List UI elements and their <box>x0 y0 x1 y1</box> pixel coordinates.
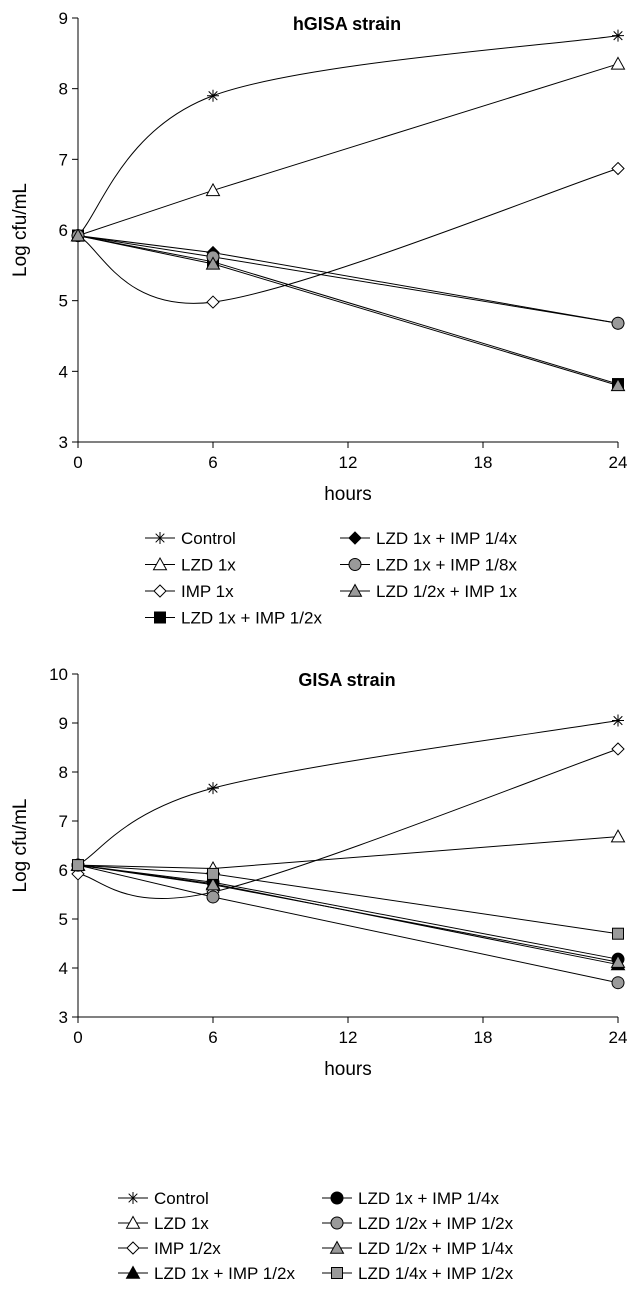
y-tick-label: 6 <box>59 221 68 240</box>
legend-marker <box>330 1216 344 1230</box>
data-point <box>612 714 624 727</box>
x-tick-label: 18 <box>474 1028 493 1047</box>
x-tick-label: 6 <box>208 1028 217 1047</box>
legend-marker <box>125 1215 141 1229</box>
series-line <box>77 720 619 866</box>
data-point <box>610 954 626 968</box>
legend-label: LZD 1/4x + IMP 1/2x <box>358 1264 514 1283</box>
series-line <box>77 168 619 304</box>
legend-marker <box>152 556 168 571</box>
chart-2: 3 4 5 6 7 8 9 10 0 6 12 18 24 GISA strain hours Log cfu… <box>10 665 627 1283</box>
legend-label: LZD 1x <box>154 1214 209 1233</box>
data-point <box>610 56 626 70</box>
y-tick-label: 8 <box>59 763 68 782</box>
y-axis-label: Log cfu/mL <box>10 799 31 893</box>
data-point <box>207 89 219 102</box>
legend-label: Control <box>154 1189 209 1208</box>
data-point <box>206 890 220 904</box>
y-tick-label: 9 <box>59 9 68 28</box>
series-line <box>77 235 619 386</box>
y-tick-label: 4 <box>59 959 68 978</box>
data-point <box>70 228 86 242</box>
data-point <box>610 377 626 392</box>
x-tick-label: 0 <box>73 453 82 472</box>
x-tick-label: 12 <box>339 453 358 472</box>
legend-label: LZD 1x + IMP 1/2x <box>181 609 322 628</box>
y-tick-label: 8 <box>59 80 68 99</box>
legend-marker <box>154 611 166 624</box>
y-tick-label: 5 <box>59 292 68 311</box>
y-tick-label: 10 <box>49 665 68 684</box>
legend-label: LZD 1/2x + IMP 1/2x <box>358 1214 514 1233</box>
x-tick-label: 12 <box>339 1028 358 1047</box>
data-point <box>611 742 625 756</box>
legend-label: LZD 1x + IMP 1/4x <box>376 529 517 548</box>
y-tick-label: 5 <box>59 910 68 929</box>
x-axis-label: hours <box>324 1059 372 1080</box>
legend-label: Control <box>181 529 236 548</box>
y-axis-label: Log cfu/mL <box>10 183 31 277</box>
series-line <box>77 864 619 963</box>
y-tick-label: 7 <box>59 150 68 169</box>
data-point <box>205 182 221 197</box>
legend-marker <box>331 1267 343 1279</box>
legend-marker <box>154 532 166 544</box>
legend-marker <box>347 583 363 597</box>
chart-title: hGISA strain <box>293 14 401 34</box>
data-point <box>207 782 219 795</box>
series-line <box>77 748 619 900</box>
series-line <box>77 235 619 324</box>
series-line <box>77 864 619 984</box>
x-tick-label: 18 <box>474 453 493 472</box>
data-point <box>206 295 220 309</box>
series-line <box>77 836 619 870</box>
x-axis-label: hours <box>324 484 372 505</box>
series-line <box>77 864 619 966</box>
data-point <box>612 29 624 42</box>
y-tick-label: 6 <box>59 861 68 880</box>
legend-marker <box>126 1241 140 1255</box>
legend-label: LZD 1x + IMP 1/2x <box>154 1264 295 1283</box>
legend-label: LZD 1x + IMP 1/8x <box>376 556 517 575</box>
x-tick-label: 24 <box>609 453 628 472</box>
x-tick-label: 6 <box>208 453 217 472</box>
y-tick-label: 3 <box>59 433 68 452</box>
chart-1: 3 4 5 6 7 8 9 0 6 12 18 24 hGISA strain hours Log cfu/… <box>10 9 627 628</box>
legend-marker <box>348 531 362 545</box>
legend-marker <box>125 1265 141 1279</box>
legend-marker <box>348 558 362 571</box>
legend-marker <box>329 1240 345 1254</box>
series-line <box>77 864 619 960</box>
data-point <box>207 867 219 880</box>
legend-label: IMP 1x <box>181 582 234 601</box>
data-point <box>611 161 625 176</box>
y-tick-label: 7 <box>59 812 68 831</box>
data-point <box>72 859 84 872</box>
y-tick-label: 4 <box>59 362 68 381</box>
legend-marker <box>153 584 167 598</box>
x-tick-label: 24 <box>609 1028 628 1047</box>
x-tick-label: 0 <box>73 1028 82 1047</box>
legend-label: LZD 1/2x + IMP 1x <box>376 582 517 601</box>
series-line <box>77 35 619 236</box>
legend-label: LZD 1x + IMP 1/4x <box>358 1189 499 1208</box>
data-point <box>611 976 625 990</box>
data-point <box>205 877 221 891</box>
legend-marker <box>330 1191 344 1205</box>
data-point <box>205 256 221 270</box>
legend-label: IMP 1/2x <box>154 1239 221 1258</box>
chart-title: GISA strain <box>298 670 395 690</box>
legend-label: LZD 1x <box>181 556 236 575</box>
y-tick-label: 9 <box>59 714 68 733</box>
series-line <box>77 63 619 237</box>
legend-marker <box>127 1192 139 1204</box>
y-tick-label: 3 <box>59 1008 68 1027</box>
data-point <box>611 316 625 330</box>
legend-label: LZD 1/2x + IMP 1/4x <box>358 1239 514 1258</box>
data-point <box>610 829 626 843</box>
data-point <box>612 927 624 940</box>
